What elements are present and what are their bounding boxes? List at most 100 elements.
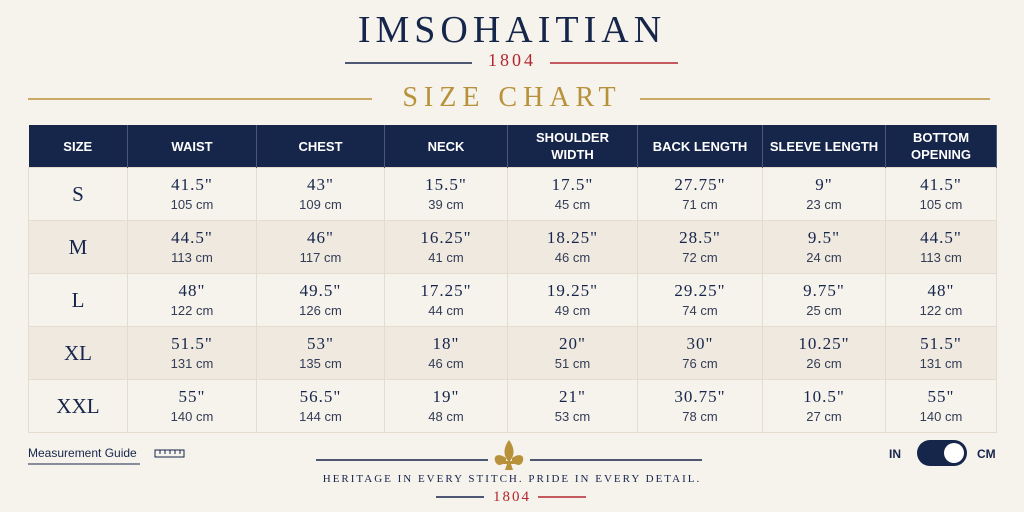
inch-value: 41.5" xyxy=(171,175,213,194)
column-header: SIZE xyxy=(28,125,128,168)
inch-value: 46" xyxy=(307,228,334,247)
measure-cell: 44.5" 113 cm xyxy=(885,220,997,274)
inch-value: 43" xyxy=(307,175,334,194)
column-header: BOTTOM OPENING xyxy=(885,125,997,168)
inch-value: 48" xyxy=(178,281,206,300)
cm-value: 78 cm xyxy=(682,409,718,424)
column-header: NECK xyxy=(384,125,508,168)
measure-cell: 28.5" 72 cm xyxy=(637,220,763,274)
cm-value: 113 cm xyxy=(920,250,962,265)
size-cell: XXL xyxy=(28,379,128,433)
cm-value: 39 cm xyxy=(428,197,464,212)
size-cell: M xyxy=(28,220,128,274)
measure-cell: 48" 122 cm xyxy=(127,273,257,327)
inch-value: 30" xyxy=(686,334,714,353)
cm-value: 74 cm xyxy=(682,303,718,318)
measurement-guide-link[interactable]: Measurement Guide xyxy=(28,446,137,460)
inch-value: 51.5" xyxy=(920,334,962,353)
measure-cell: 17.5" 45 cm xyxy=(507,167,638,221)
measure-cell: 18.25" 46 cm xyxy=(507,220,638,274)
footer-year: 1804 xyxy=(493,489,531,505)
cm-value: 49 cm xyxy=(554,303,591,318)
measure-cell: 51.5" 131 cm xyxy=(885,326,997,380)
measure-cell: 30" 76 cm xyxy=(637,326,763,380)
cm-value: 113 cm xyxy=(171,250,213,265)
cm-value: 144 cm xyxy=(299,409,342,424)
measure-cell: 20" 51 cm xyxy=(507,326,638,380)
inch-value: 15.5" xyxy=(425,175,467,194)
measure-cell: 55" 140 cm xyxy=(127,379,257,433)
measure-cell: 18" 46 cm xyxy=(384,326,508,380)
table-row: M 44.5" 113 cm 46" 117 cm 16.25" 41 cm 18.25" 46… xyxy=(28,220,997,274)
inch-value: 17.25" xyxy=(420,281,472,300)
inch-value: 20" xyxy=(559,334,586,353)
measure-cell: 55" 140 cm xyxy=(885,379,997,433)
inch-value: 55" xyxy=(178,387,206,406)
cm-value: 105 cm xyxy=(919,197,963,212)
inch-value: 41.5" xyxy=(920,175,962,194)
inch-value: 49.5" xyxy=(299,281,342,300)
column-header: SLEEVE LENGTH xyxy=(762,125,886,168)
measure-cell: 9.75" 25 cm xyxy=(762,273,886,327)
measure-cell: 17.25" 44 cm xyxy=(384,273,508,327)
measure-cell: 41.5" 105 cm xyxy=(127,167,257,221)
cm-value: 126 cm xyxy=(299,303,342,318)
column-header: SHOULDER WIDTH xyxy=(507,125,638,168)
inch-value: 9.75" xyxy=(803,281,845,300)
measure-cell: 10.25" 26 cm xyxy=(762,326,886,380)
measure-cell: 10.5" 27 cm xyxy=(762,379,886,433)
inch-value: 18" xyxy=(432,334,460,353)
inch-value: 28.5" xyxy=(679,228,721,247)
cm-value: 109 cm xyxy=(299,197,342,212)
inch-value: 21" xyxy=(559,387,586,406)
cm-value: 25 cm xyxy=(806,303,842,318)
cm-value: 46 cm xyxy=(428,356,464,371)
measure-cell: 9" 23 cm xyxy=(762,167,886,221)
inch-value: 44.5" xyxy=(920,228,962,247)
size-table: SIZE WAIST CHEST NECK SHOULDER WIDTH BACK LEN… xyxy=(28,125,997,433)
measure-cell: 46" 117 cm xyxy=(256,220,385,274)
inch-value: 27.75" xyxy=(674,175,726,194)
measure-cell: 29.25" 74 cm xyxy=(637,273,763,327)
cm-value: 135 cm xyxy=(299,356,342,371)
cm-value: 71 cm xyxy=(682,197,718,212)
fleur-de-lis xyxy=(494,440,524,470)
cm-value: 76 cm xyxy=(682,356,718,371)
cm-value: 48 cm xyxy=(428,409,464,424)
inch-value: 48" xyxy=(927,281,955,300)
measure-cell: 49.5" 126 cm xyxy=(256,273,385,327)
measure-cell: 16.25" 41 cm xyxy=(384,220,508,274)
ruler-icon xyxy=(154,449,185,458)
cm-value: 44 cm xyxy=(428,303,464,318)
measure-cell: 27.75" 71 cm xyxy=(637,167,763,221)
cm-value: 105 cm xyxy=(170,197,214,212)
table-row: L 48" 122 cm 49.5" 126 cm 17.25" 44 cm 19.25" 49… xyxy=(28,273,997,327)
column-header: BACK LENGTH xyxy=(637,125,763,168)
cm-value: 51 cm xyxy=(554,356,591,371)
section-title: SIZE CHART xyxy=(402,82,622,113)
table-body: S 41.5" 105 cm 43" 109 cm 15.5" 39 cm 17.5" 45 c… xyxy=(28,167,997,433)
measure-cell: 15.5" 39 cm xyxy=(384,167,508,221)
inch-value: 9.5" xyxy=(807,228,841,247)
measure-cell: 30.75" 78 cm xyxy=(637,379,763,433)
measure-cell: 21" 53 cm xyxy=(507,379,638,433)
measure-cell: 56.5" 144 cm xyxy=(256,379,385,433)
cm-value: 131 cm xyxy=(170,356,214,371)
measure-cell: 51.5" 131 cm xyxy=(127,326,257,380)
unit-toggle[interactable] xyxy=(917,440,967,466)
measure-cell: 48" 122 cm xyxy=(885,273,997,327)
inch-value: 10.5" xyxy=(803,387,845,406)
inch-value: 9" xyxy=(815,175,833,194)
cm-value: 53 cm xyxy=(554,409,591,424)
size-cell: L xyxy=(28,273,128,327)
inch-value: 53" xyxy=(307,334,334,353)
inch-value: 30.75" xyxy=(674,387,726,406)
measure-cell: 19" 48 cm xyxy=(384,379,508,433)
brand-year: 1804 xyxy=(488,50,536,70)
inch-value: 55" xyxy=(927,387,955,406)
cm-value: 122 cm xyxy=(919,303,963,318)
table-row: XL 51.5" 131 cm 53" 135 cm 18" 46 cm 20" 51 cm 30… xyxy=(28,326,997,380)
cm-value: 26 cm xyxy=(806,356,842,371)
